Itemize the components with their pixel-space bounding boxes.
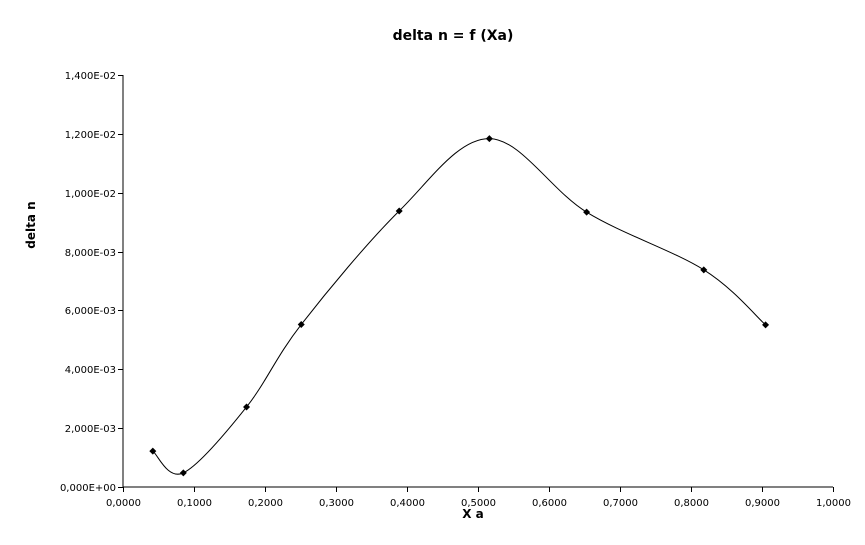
markers	[149, 135, 770, 477]
x-tick-label: 0,5000	[461, 498, 496, 509]
x-tick-label: 0,6000	[532, 498, 567, 509]
data-point-diamond	[583, 208, 591, 216]
x-tick-label: 0,0000	[106, 498, 141, 509]
y-tick-label: 6,000E-03	[65, 306, 116, 317]
data-point-diamond	[179, 469, 187, 477]
data-point-diamond	[243, 403, 251, 411]
series	[152, 138, 766, 475]
x-tick-label: 1,0000	[816, 498, 851, 509]
x-tick-label: 0,2000	[248, 498, 283, 509]
axes	[122, 75, 833, 488]
ticks: 0,000E+00 2,000E-03 4,000E-03 6,000E-03 8,00…	[60, 71, 851, 509]
x-tick-label: 0,8000	[674, 498, 709, 509]
x-tick-label: 0,1000	[177, 498, 212, 509]
data-point-diamond	[485, 135, 493, 143]
data-point-diamond	[395, 207, 403, 215]
y-tick-label: 1,200E-02	[65, 130, 116, 141]
y-tick-label: 1,400E-02	[65, 71, 116, 82]
x-tick-label: 0,3000	[319, 498, 354, 509]
chart-title: delta n = f (Xa)	[393, 28, 514, 44]
y-tick-label: 0,000E+00	[60, 483, 116, 494]
y-axis-title: delta n	[24, 201, 38, 248]
data-point-diamond	[297, 321, 305, 329]
y-tick-label: 8,000E-03	[65, 248, 116, 259]
y-tick-label: 2,000E-03	[65, 424, 116, 435]
data-point-diamond	[149, 447, 157, 455]
y-tick-label: 4,000E-03	[65, 365, 116, 376]
data-point-diamond	[762, 321, 770, 329]
y-tick-label: 1,000E-02	[65, 189, 116, 200]
x-tick-label: 0,9000	[745, 498, 780, 509]
x-tick-label: 0,4000	[390, 498, 425, 509]
x-tick-label: 0,7000	[603, 498, 638, 509]
data-point-diamond	[700, 266, 708, 274]
series-line	[152, 138, 766, 475]
x-axis-title: X a	[462, 507, 484, 521]
